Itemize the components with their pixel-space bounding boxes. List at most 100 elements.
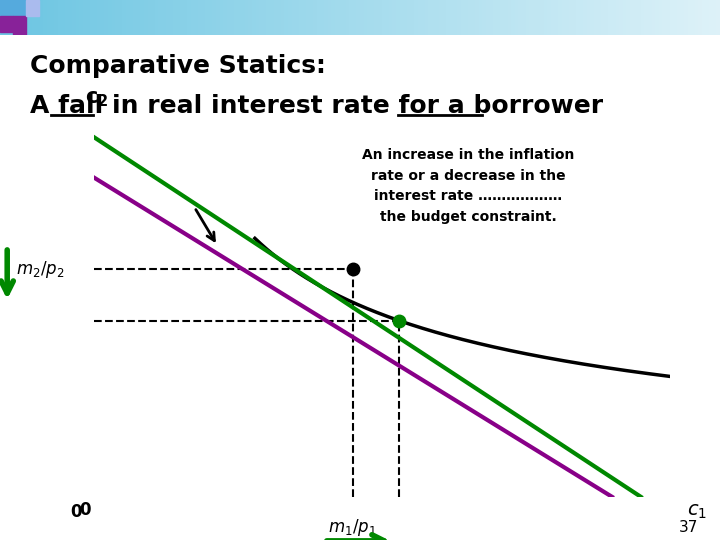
Bar (367, 0, 371, 35)
Bar (0, 16, 13, 31)
Bar (702, 0, 706, 35)
Bar (619, 0, 623, 35)
Bar (439, 0, 443, 35)
Bar (58, 0, 61, 35)
Bar (115, 0, 119, 35)
Bar (209, 0, 212, 35)
Bar (18, 0, 22, 35)
Bar (277, 0, 281, 35)
Bar (94, 0, 97, 35)
Bar (688, 0, 691, 35)
Bar (40, 0, 43, 35)
Bar (72, 0, 76, 35)
Bar (490, 0, 493, 35)
Bar (310, 0, 313, 35)
Bar (540, 0, 544, 35)
Bar (144, 0, 148, 35)
Bar (356, 0, 360, 35)
Bar (97, 0, 101, 35)
Bar (572, 0, 576, 35)
Bar (266, 0, 270, 35)
Bar (691, 0, 695, 35)
Bar (378, 0, 382, 35)
Bar (428, 0, 432, 35)
Bar (238, 0, 241, 35)
Bar (104, 0, 108, 35)
Bar (166, 0, 169, 35)
Bar (554, 0, 558, 35)
Bar (263, 0, 266, 35)
Bar (0, 0, 13, 16)
Text: 0: 0 (71, 503, 82, 521)
Bar (259, 0, 263, 35)
Bar (706, 0, 709, 35)
Bar (634, 0, 637, 35)
Bar (248, 0, 252, 35)
Bar (475, 0, 479, 35)
Bar (526, 0, 529, 35)
Bar (497, 0, 500, 35)
Bar (7, 0, 11, 35)
Bar (90, 0, 94, 35)
Bar (695, 0, 698, 35)
Bar (25, 0, 29, 35)
Bar (407, 0, 410, 35)
Bar (119, 0, 122, 35)
Text: Comparative Statics:: Comparative Statics: (30, 53, 326, 78)
Bar (328, 0, 331, 35)
Bar (652, 0, 655, 35)
Bar (65, 0, 68, 35)
Bar (385, 0, 389, 35)
Bar (79, 0, 83, 35)
Bar (590, 0, 594, 35)
Bar (569, 0, 572, 35)
Bar (212, 0, 216, 35)
Bar (274, 0, 277, 35)
Text: $m_1/p_1$: $m_1/p_1$ (328, 517, 377, 538)
Bar (673, 0, 677, 35)
Bar (616, 0, 619, 35)
Bar (605, 0, 608, 35)
Bar (432, 0, 436, 35)
Bar (13, 31, 26, 48)
Bar (389, 0, 392, 35)
Bar (151, 0, 155, 35)
Bar (324, 0, 328, 35)
Bar (252, 0, 256, 35)
Bar (101, 0, 104, 35)
Bar (86, 0, 90, 35)
Bar (641, 0, 644, 35)
Text: $m_2/p_2$: $m_2/p_2$ (17, 259, 65, 280)
Bar (122, 0, 126, 35)
Bar (54, 0, 58, 35)
Text: 37: 37 (679, 519, 698, 535)
Bar (108, 0, 112, 35)
Bar (223, 0, 227, 35)
Bar (533, 0, 536, 35)
Bar (425, 0, 428, 35)
Bar (709, 0, 713, 35)
Bar (360, 0, 364, 35)
Bar (302, 0, 306, 35)
Bar (418, 0, 421, 35)
Bar (14, 0, 18, 35)
Bar (511, 0, 515, 35)
Bar (187, 0, 191, 35)
Bar (112, 0, 115, 35)
Bar (515, 0, 518, 35)
Bar (493, 0, 497, 35)
Bar (331, 0, 335, 35)
Bar (173, 0, 176, 35)
Bar (500, 0, 504, 35)
Bar (623, 0, 626, 35)
Bar (662, 0, 666, 35)
Bar (205, 0, 209, 35)
Bar (162, 0, 166, 35)
Bar (270, 0, 274, 35)
Bar (482, 0, 486, 35)
Bar (306, 0, 310, 35)
Bar (241, 0, 245, 35)
Bar (194, 0, 198, 35)
Bar (148, 0, 151, 35)
Bar (13, 16, 26, 31)
